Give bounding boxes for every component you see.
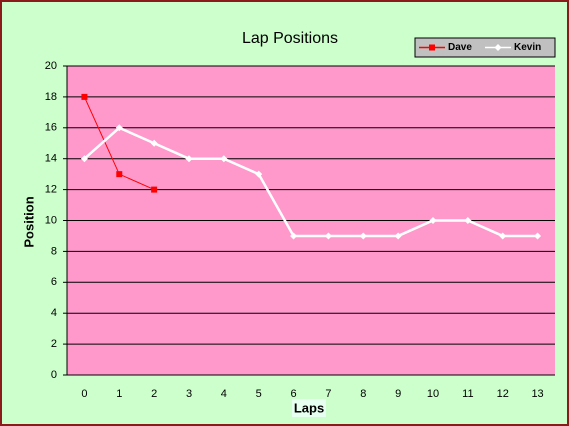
legend-label: Dave xyxy=(448,42,472,53)
y-tick-label: 14 xyxy=(45,153,57,165)
marker xyxy=(220,155,228,163)
y-tick-label: 6 xyxy=(51,276,57,288)
marker xyxy=(80,155,88,163)
x-label-box xyxy=(292,399,326,417)
x-tick-label: 3 xyxy=(186,388,192,400)
marker xyxy=(255,170,263,178)
legend-marker xyxy=(429,44,435,51)
marker xyxy=(394,232,402,240)
y-axis-label: Position xyxy=(21,196,36,247)
y-tick-label: 18 xyxy=(45,91,57,103)
x-tick-label: 10 xyxy=(427,388,439,400)
x-tick-label: 6 xyxy=(291,388,297,400)
y-tick-label: 0 xyxy=(51,369,57,381)
x-tick-label: 5 xyxy=(256,388,262,400)
marker xyxy=(150,139,158,147)
y-tick-label: 10 xyxy=(45,214,57,226)
marker xyxy=(116,171,123,178)
y-tick-label: 8 xyxy=(51,245,57,257)
y-tick-label: 16 xyxy=(45,122,57,134)
x-tick-label: 13 xyxy=(531,388,543,400)
y-tick-label: 12 xyxy=(45,184,57,196)
x-tick-label: 7 xyxy=(325,388,331,400)
marker xyxy=(115,124,123,132)
x-tick-label: 9 xyxy=(395,388,401,400)
marker xyxy=(151,186,158,193)
x-tick-label: 4 xyxy=(221,388,227,400)
marker xyxy=(185,155,193,163)
marker xyxy=(534,232,542,240)
marker xyxy=(324,232,332,240)
marker xyxy=(290,232,298,240)
legend-label: Kevin xyxy=(514,42,541,53)
y-tick-label: 20 xyxy=(45,60,57,72)
marker xyxy=(464,217,472,224)
x-tick-label: 1 xyxy=(116,388,122,400)
series-line xyxy=(83,126,538,238)
marker xyxy=(359,232,367,240)
marker xyxy=(81,93,88,100)
x-tick-label: 0 xyxy=(81,388,87,400)
x-axis-label: Laps xyxy=(294,400,324,415)
y-tick-label: 4 xyxy=(51,307,57,319)
y-tick-label: 2 xyxy=(51,338,57,350)
x-tick-label: 8 xyxy=(360,388,366,400)
x-tick-label: 11 xyxy=(462,388,473,400)
legend-marker xyxy=(494,44,502,51)
x-tick-label: 2 xyxy=(151,388,157,400)
x-tick-label: 12 xyxy=(497,388,509,400)
chart-title: Lap Positions xyxy=(242,30,338,47)
marker xyxy=(499,232,507,240)
marker xyxy=(429,217,437,224)
